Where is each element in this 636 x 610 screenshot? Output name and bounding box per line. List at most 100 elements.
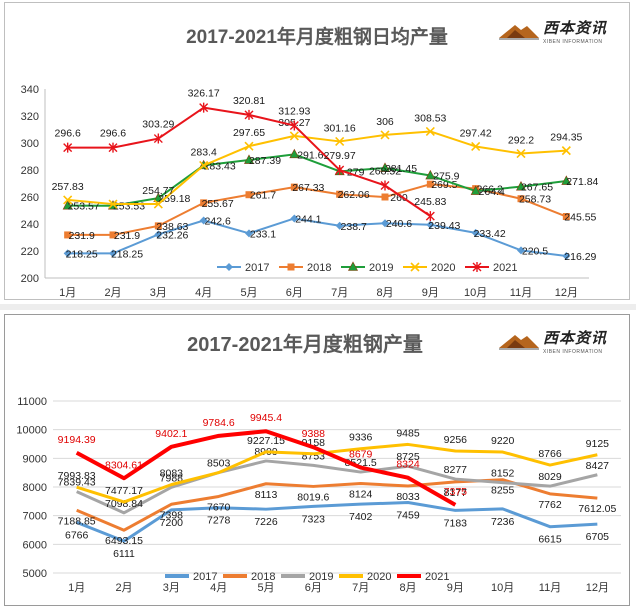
data-point-marker: [335, 136, 345, 146]
data-point-marker: [380, 162, 390, 172]
data-label: 6111: [113, 548, 135, 560]
data-label: 245.55: [564, 212, 596, 224]
data-label: 9402.1: [155, 428, 187, 440]
data-label: 231.9: [69, 230, 95, 242]
data-label: 218.25: [66, 248, 98, 260]
data-label: 9485: [396, 427, 420, 439]
xiben-logo-top: 西本资讯 XIBEN INFORMATION: [499, 17, 607, 45]
data-label: 8324: [396, 459, 420, 471]
x-tick-label: 10月: [464, 287, 487, 299]
data-label: 255.67: [202, 198, 234, 210]
data-label: 6493.15: [105, 535, 143, 547]
data-label: 287.39: [249, 155, 281, 167]
data-label: 9336: [349, 432, 373, 444]
data-point-marker: [410, 262, 420, 272]
data-point-marker: [154, 230, 163, 239]
data-label: 9256: [444, 434, 468, 446]
data-label: 238.7: [341, 221, 367, 233]
data-point-marker: [517, 246, 525, 255]
data-label: 283.43: [204, 160, 236, 172]
legend-label: 2021: [493, 262, 517, 274]
x-tick-label: 9月: [447, 582, 464, 594]
monthly-output-chart-panel: 2017-2021年月度粗钢产量 5000 6000 7000 8000 9000 1000…: [4, 314, 630, 606]
data-label: 279.97: [324, 150, 356, 162]
data-point-marker: [63, 142, 73, 153]
data-label: 268.52: [369, 165, 401, 177]
data-label: 239.43: [428, 220, 460, 232]
data-label: 8427: [586, 460, 610, 472]
data-point-marker: [517, 195, 525, 203]
series-line-2019: [67, 153, 567, 207]
data-label: 8113: [255, 489, 278, 501]
logo-subtitle: XIBEN INFORMATION: [543, 349, 603, 355]
data-label: 296.6: [100, 128, 126, 140]
data-point-marker: [62, 200, 73, 210]
data-label: 8277: [444, 464, 468, 476]
data-label: 9945.4: [250, 412, 282, 424]
data-label: 7188.85: [58, 515, 96, 527]
series-line-2019: [76, 459, 598, 515]
data-point-marker: [562, 213, 570, 221]
x-tick-label: 11月: [510, 287, 532, 299]
data-label: 8177: [444, 487, 468, 499]
data-label: 242.6: [205, 215, 231, 227]
data-label: 6705: [586, 531, 610, 543]
data-point-marker: [244, 141, 254, 151]
data-point-marker: [108, 199, 118, 209]
data-label: 240.6: [386, 218, 412, 230]
data-point-marker: [425, 126, 435, 137]
y-tick-label: 280: [21, 165, 39, 177]
data-label: 8304.61: [105, 459, 143, 471]
data-label: 253.57: [68, 201, 100, 213]
data-label: 231.9: [114, 230, 140, 242]
data-label: 260: [390, 192, 408, 204]
data-label: 258.73: [519, 194, 551, 206]
x-tick-label: 10月: [491, 582, 514, 594]
data-label: 245.83: [414, 196, 446, 208]
data-label: 8033: [396, 491, 420, 503]
data-point-marker: [471, 141, 481, 152]
data-label: 8725: [396, 451, 420, 463]
x-tick-label: 6月: [286, 287, 303, 299]
data-point-marker: [289, 148, 300, 159]
series-line-2017: [76, 501, 598, 543]
data-label: 297.65: [233, 127, 265, 139]
legend-label: 2018: [251, 571, 275, 583]
data-label: 7402: [349, 511, 373, 523]
data-point-marker: [290, 214, 299, 223]
data-label: 7993.83: [58, 470, 96, 482]
data-point-marker: [199, 102, 209, 113]
data-label: 244.1: [295, 213, 321, 225]
data-label: 9125: [586, 438, 610, 450]
x-tick-label: 6月: [305, 582, 322, 594]
data-point-marker: [200, 199, 208, 207]
data-point-marker: [336, 190, 344, 198]
y-tick-label: 260: [21, 192, 39, 204]
data-label: 238.63: [156, 221, 188, 233]
data-point-marker: [287, 263, 295, 271]
data-label: 279: [347, 166, 365, 178]
data-point-marker: [516, 181, 526, 191]
data-point-marker: [380, 130, 390, 140]
data-label: 283.4: [191, 146, 217, 158]
data-label: 218.25: [111, 248, 143, 260]
data-label: 294.35: [550, 132, 582, 144]
data-label: 9227.15: [247, 435, 285, 447]
y-tick-label: 9000: [23, 453, 47, 465]
data-point-marker: [108, 142, 118, 153]
data-label: 308.53: [414, 112, 446, 124]
y-tick-label: 8000: [23, 482, 47, 494]
series-2017: 218.25 218.25 232.26 242.6 233.1 244.1 238.7 24…: [63, 213, 597, 263]
legend-label: 2017: [193, 571, 217, 583]
data-label: 297.42: [460, 127, 492, 139]
y-tick-label: 6000: [23, 539, 47, 551]
legend-label: 2019: [309, 571, 333, 583]
data-label: 7323: [302, 513, 326, 525]
data-label: 8255: [491, 485, 515, 497]
data-label: 291.6: [297, 149, 323, 161]
data-label: 9220: [491, 435, 515, 447]
legend-label: 2017: [245, 262, 269, 274]
legend-label: 2020: [431, 262, 455, 274]
